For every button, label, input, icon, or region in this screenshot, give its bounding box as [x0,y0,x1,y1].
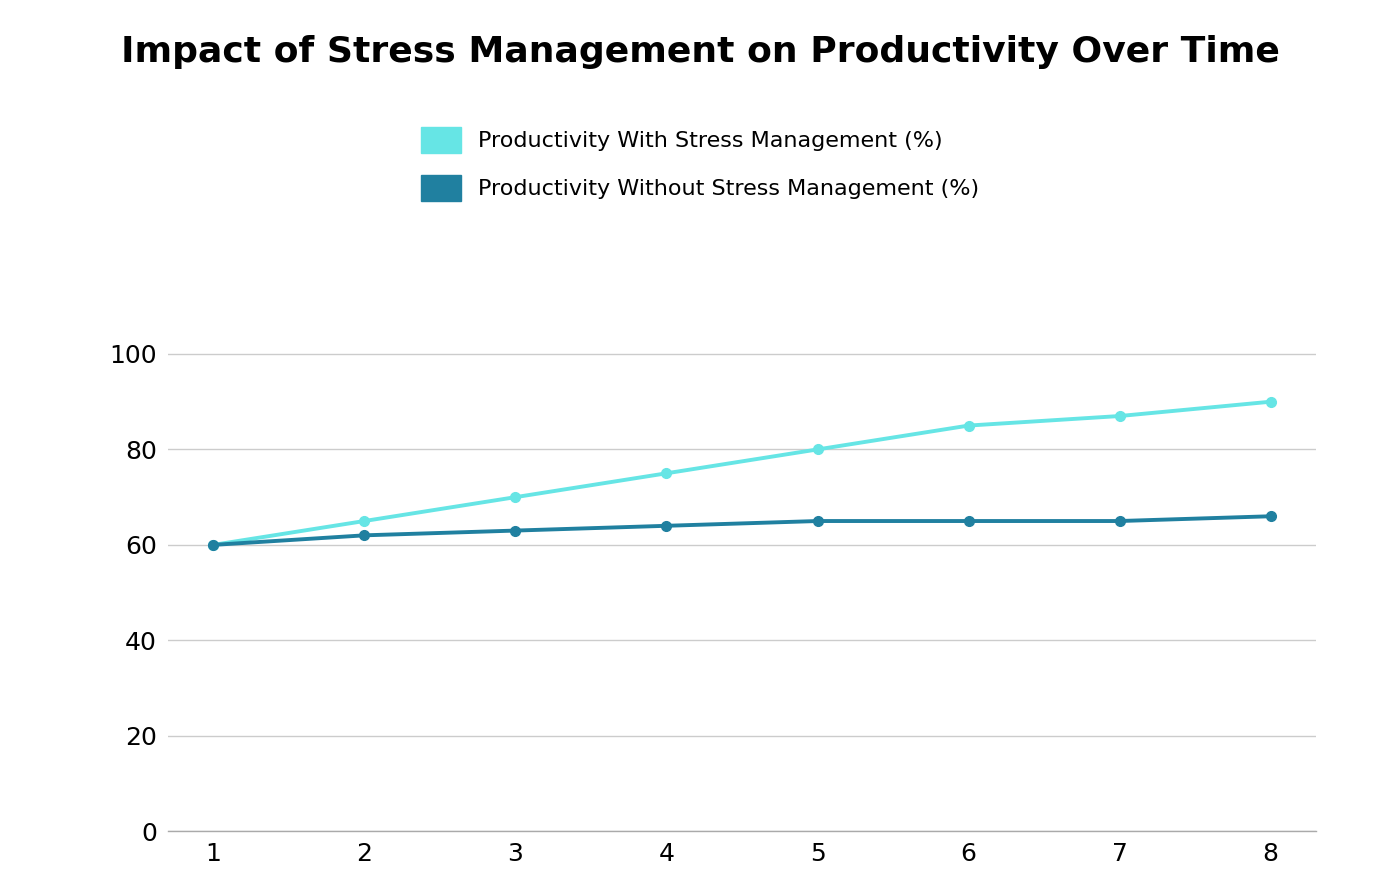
Legend: Productivity With Stress Management (%), Productivity Without Stress Management : Productivity With Stress Management (%),… [409,116,991,212]
Text: Impact of Stress Management on Productivity Over Time: Impact of Stress Management on Productiv… [120,35,1280,69]
